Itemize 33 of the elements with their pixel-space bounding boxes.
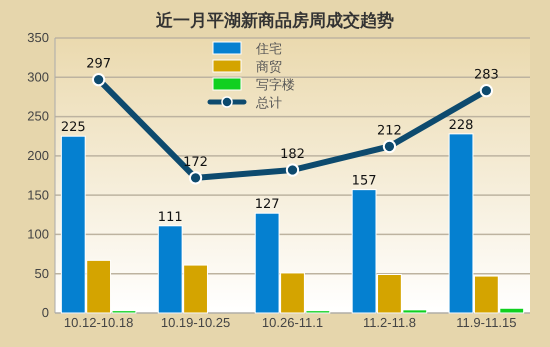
y-tick-label: 100 [27,226,49,242]
y-tick-label: 350 [27,30,49,46]
data-label: 297 [86,56,112,72]
data-label: 157 [352,174,377,189]
legend-label: 住宅 [255,41,282,57]
legend-label: 写字楼 [256,77,295,93]
point [286,163,300,177]
x-tick-label: 11.9-11.15 [456,315,516,330]
data-label: 111 [158,210,183,225]
x-tick-label: 10.26-11.1 [262,315,324,330]
legend-label: 商贸 [256,60,282,75]
y-tick-label: 300 [27,69,49,84]
data-label: 127 [254,197,280,212]
data-label: 283 [474,68,499,83]
y-tick-label: 0 [42,305,49,320]
data-label: 228 [448,118,474,133]
data-label: 212 [377,123,402,138]
x-tick-label: 10.19-10.25 [160,315,230,330]
x-tick-label: 11.2-11.8 [362,315,416,330]
point [382,140,396,154]
chart-title: 近一月平湖新商品房周成交趋势 [155,11,394,31]
y-tick-label: 50 [34,266,49,281]
point [480,84,494,98]
data-label: 182 [280,147,305,162]
y-tick-label: 150 [27,187,49,202]
data-label: 225 [60,120,86,136]
data-label: 172 [183,154,208,170]
point [188,171,202,184]
y-tick-label: 250 [27,108,49,124]
legend-label: 总计 [255,96,282,111]
y-tick-label: 200 [27,148,49,164]
point [92,73,106,86]
x-tick-label: 10.12-10.18 [64,315,134,330]
